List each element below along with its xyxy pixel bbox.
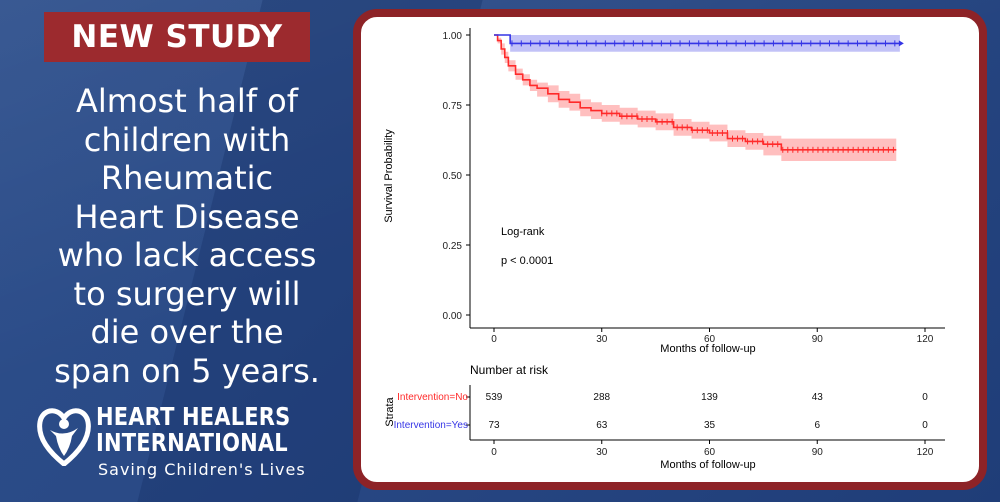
headline-line: to surgery will bbox=[73, 274, 301, 313]
heart-person-icon bbox=[37, 408, 91, 466]
risk-cell: 63 bbox=[596, 420, 608, 431]
y-tick-label: 0.00 bbox=[443, 311, 463, 322]
risk-cell: 43 bbox=[812, 392, 824, 403]
risk-x-tick-label: 120 bbox=[917, 447, 934, 458]
risk-cell: 6 bbox=[814, 420, 820, 431]
brand-tagline: Saving Children's Lives bbox=[98, 460, 306, 479]
risk-x-tick-label: 30 bbox=[596, 447, 608, 458]
risk-row-label: Intervention=Yes bbox=[394, 420, 468, 431]
p-value-label: p < 0.0001 bbox=[501, 255, 553, 267]
survival-line-no bbox=[494, 34, 897, 151]
series-end-marker bbox=[898, 40, 904, 47]
headline-line: span on 5 years. bbox=[54, 351, 320, 390]
risk-table-title: Number at risk bbox=[470, 363, 549, 377]
x-tick-label: 60 bbox=[704, 334, 716, 345]
risk-cell: 0 bbox=[922, 420, 928, 431]
risk-x-tick-label: 90 bbox=[812, 447, 824, 458]
x-tick-label: 30 bbox=[596, 334, 608, 345]
y-axis-label: Survival Probability bbox=[383, 129, 395, 223]
risk-x-tick-label: 60 bbox=[704, 447, 716, 458]
survival-line-yes bbox=[494, 34, 900, 45]
brand-logo: HEART HEALERS INTERNATIONAL Saving Child… bbox=[36, 402, 336, 492]
risk-cell: 73 bbox=[488, 420, 500, 431]
risk-x-axis-label: Months of follow-up bbox=[660, 459, 755, 471]
headline-line: die over the bbox=[90, 313, 284, 351]
headline: Almost half of children with Rheumatic H… bbox=[26, 82, 348, 390]
ci-band-no bbox=[494, 35, 897, 161]
risk-cell: 139 bbox=[701, 392, 718, 403]
chart-panel: 0.00 0.25 0.50 0.75 1.00 0 30 60 90 120 Survival… bbox=[353, 9, 987, 490]
x-tick-label: 120 bbox=[917, 334, 934, 345]
headline-line: Heart Disease bbox=[74, 197, 300, 236]
survival-chart: 0.000.250.500.751.00 0 30 60 90 120 Survival… bbox=[383, 28, 945, 471]
logrank-label: Log-rank bbox=[501, 226, 545, 238]
x-axis-label: Months of follow-up bbox=[660, 343, 755, 355]
y-tick-label: 0.75 bbox=[443, 101, 463, 112]
risk-cell: 539 bbox=[486, 392, 503, 403]
risk-strata-label: Strata bbox=[384, 396, 396, 426]
risk-cell: 35 bbox=[704, 420, 716, 431]
brand-name-line1: HEART HEALERS bbox=[96, 402, 291, 431]
risk-cell: 288 bbox=[593, 392, 610, 403]
headline-line: Almost half of bbox=[76, 82, 298, 120]
risk-row-label: Intervention=No bbox=[397, 392, 468, 403]
headline-line: children with bbox=[83, 120, 291, 159]
brand-name-line2: INTERNATIONAL bbox=[96, 428, 288, 457]
x-tick-label: 90 bbox=[812, 334, 824, 345]
headline-line: Rheumatic bbox=[100, 159, 274, 197]
y-tick-label: 0.50 bbox=[443, 171, 463, 182]
new-study-badge: NEW STUDY bbox=[44, 12, 310, 62]
risk-cell: 0 bbox=[922, 392, 928, 403]
risk-x-tick-label: 0 bbox=[491, 447, 497, 458]
x-tick-label: 0 bbox=[491, 334, 497, 345]
headline-line: who lack access bbox=[57, 236, 317, 274]
y-tick-label: 0.25 bbox=[443, 241, 463, 252]
y-tick-label: 1.00 bbox=[443, 31, 463, 42]
